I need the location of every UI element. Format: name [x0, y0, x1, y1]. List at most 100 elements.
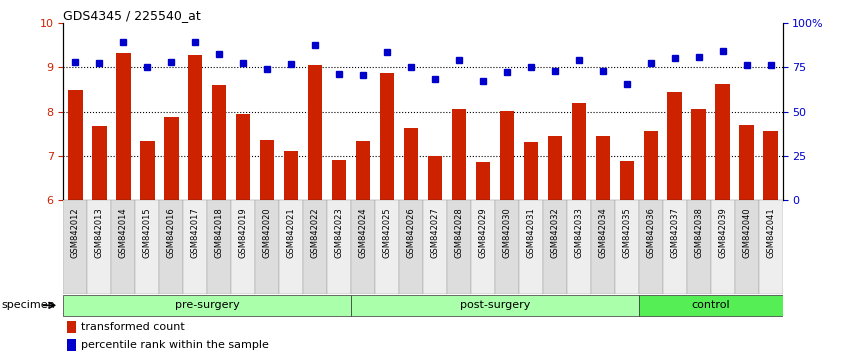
- Text: percentile rank within the sample: percentile rank within the sample: [81, 340, 269, 350]
- Text: GSM842028: GSM842028: [454, 207, 464, 258]
- Bar: [619, 161, 634, 200]
- Bar: [423, 200, 447, 294]
- Bar: [212, 85, 227, 200]
- Text: control: control: [691, 300, 730, 310]
- Bar: [92, 126, 107, 200]
- Text: GSM842038: GSM842038: [695, 207, 703, 258]
- Bar: [284, 152, 299, 200]
- Bar: [734, 200, 759, 294]
- Bar: [67, 339, 76, 351]
- Bar: [255, 200, 279, 294]
- Text: post-surgery: post-surgery: [459, 300, 530, 310]
- Bar: [303, 200, 327, 294]
- Bar: [639, 200, 662, 294]
- Text: GSM842022: GSM842022: [310, 207, 320, 258]
- Bar: [662, 200, 687, 294]
- Text: GSM842032: GSM842032: [551, 207, 559, 258]
- Bar: [591, 200, 615, 294]
- Bar: [667, 92, 682, 200]
- Text: GSM842036: GSM842036: [646, 207, 655, 258]
- Text: GDS4345 / 225540_at: GDS4345 / 225540_at: [63, 9, 201, 22]
- Text: GSM842040: GSM842040: [742, 207, 751, 258]
- Bar: [87, 200, 112, 294]
- Bar: [596, 136, 610, 200]
- Bar: [524, 142, 538, 200]
- Bar: [140, 141, 155, 200]
- Bar: [615, 200, 639, 294]
- Text: GSM842031: GSM842031: [526, 207, 536, 258]
- Bar: [763, 131, 777, 200]
- Bar: [711, 200, 734, 294]
- Bar: [687, 200, 711, 294]
- Bar: [159, 200, 184, 294]
- Text: GSM842029: GSM842029: [479, 207, 487, 258]
- Bar: [308, 65, 322, 200]
- Bar: [279, 200, 303, 294]
- Bar: [231, 200, 255, 294]
- Bar: [67, 321, 76, 333]
- Bar: [63, 295, 351, 316]
- Text: GSM842024: GSM842024: [359, 207, 367, 258]
- Text: GSM842034: GSM842034: [598, 207, 607, 258]
- Bar: [447, 200, 471, 294]
- Text: GSM842016: GSM842016: [167, 207, 176, 258]
- Bar: [547, 136, 562, 200]
- Bar: [236, 114, 250, 200]
- Text: GSM842030: GSM842030: [503, 207, 511, 258]
- Bar: [380, 73, 394, 200]
- Bar: [739, 125, 754, 200]
- Text: GSM842035: GSM842035: [623, 207, 631, 258]
- Text: GSM842013: GSM842013: [95, 207, 104, 258]
- Bar: [639, 295, 783, 316]
- Text: GSM842026: GSM842026: [407, 207, 415, 258]
- Bar: [495, 200, 519, 294]
- Text: GSM842039: GSM842039: [718, 207, 727, 258]
- Text: GSM842017: GSM842017: [191, 207, 200, 258]
- Bar: [332, 160, 346, 200]
- Bar: [351, 200, 375, 294]
- Bar: [691, 109, 706, 200]
- Bar: [567, 200, 591, 294]
- Text: GSM842037: GSM842037: [670, 207, 679, 258]
- Bar: [69, 90, 83, 200]
- Text: GSM842012: GSM842012: [71, 207, 80, 258]
- Text: GSM842018: GSM842018: [215, 207, 223, 258]
- Text: GSM842015: GSM842015: [143, 207, 151, 258]
- Bar: [63, 200, 87, 294]
- Bar: [519, 200, 543, 294]
- Text: GSM842027: GSM842027: [431, 207, 439, 258]
- Text: GSM842020: GSM842020: [263, 207, 272, 258]
- Bar: [644, 131, 658, 200]
- Bar: [471, 200, 495, 294]
- Bar: [399, 200, 423, 294]
- Bar: [404, 128, 418, 200]
- Bar: [543, 200, 567, 294]
- Bar: [716, 84, 730, 200]
- Bar: [351, 295, 639, 316]
- Bar: [475, 161, 490, 200]
- Bar: [356, 141, 371, 200]
- Bar: [375, 200, 399, 294]
- Bar: [135, 200, 159, 294]
- Text: GSM842014: GSM842014: [119, 207, 128, 258]
- Text: GSM842025: GSM842025: [382, 207, 392, 258]
- Bar: [188, 55, 202, 200]
- Bar: [452, 109, 466, 200]
- Bar: [207, 200, 231, 294]
- Bar: [327, 200, 351, 294]
- Bar: [112, 200, 135, 294]
- Text: GSM842021: GSM842021: [287, 207, 295, 258]
- Bar: [260, 140, 274, 200]
- Text: specimen: specimen: [2, 300, 56, 310]
- Bar: [500, 110, 514, 200]
- Bar: [116, 53, 130, 200]
- Text: transformed count: transformed count: [81, 322, 185, 332]
- Text: GSM842023: GSM842023: [335, 207, 343, 258]
- Bar: [184, 200, 207, 294]
- Text: GSM842041: GSM842041: [766, 207, 775, 258]
- Text: GSM842033: GSM842033: [574, 207, 583, 258]
- Bar: [428, 156, 442, 200]
- Bar: [759, 200, 783, 294]
- Text: GSM842019: GSM842019: [239, 207, 248, 258]
- Bar: [572, 103, 586, 200]
